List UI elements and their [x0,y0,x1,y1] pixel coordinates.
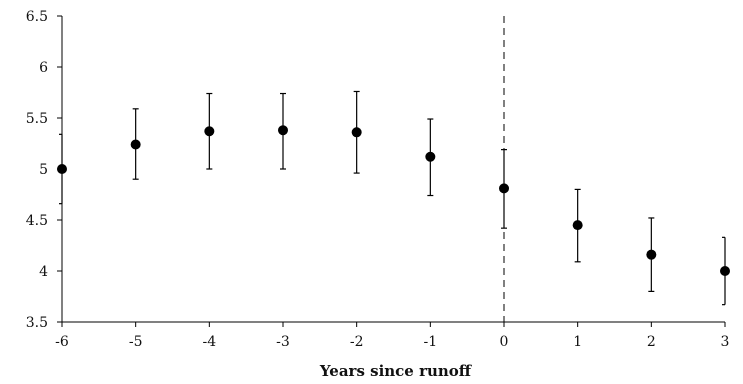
x-axis-title: Years since runoff [319,362,473,380]
x-tick-label: 2 [647,334,656,350]
x-tick-label: 1 [573,334,582,350]
x-tick-label: -5 [129,334,143,350]
y-tick-label: 5.5 [26,111,48,127]
y-tick-label: 3.5 [26,315,48,331]
y-tick-label: 5 [39,162,48,178]
data-point [646,249,657,260]
data-point [425,151,436,162]
x-tick-label: 3 [721,334,730,350]
data-point [204,126,215,137]
y-tick-label: 4.5 [26,213,48,229]
data-point [278,125,288,136]
data-point [351,127,362,138]
data-point [572,220,583,231]
data-point [720,266,730,276]
y-axis-ticks: 3.5 4 4.5 5 5.5 6 6.5 [26,9,62,331]
x-axis-ticks: -6 -5 -4 -3 -2 -1 0 1 2 3 [55,322,729,350]
x-tick-label: -2 [350,334,364,350]
error-bars [59,90,726,306]
x-tick-label: -6 [55,334,69,350]
data-point [499,183,509,194]
y-tick-label: 4 [39,264,48,280]
x-tick-label: -1 [424,334,438,350]
data-points [57,125,730,276]
x-tick-label: -3 [276,334,290,350]
y-tick-label: 6 [39,60,48,76]
data-point [130,139,141,150]
data-point [57,164,67,174]
x-tick-label: -4 [203,334,217,350]
x-tick-label: 0 [500,334,509,350]
y-tick-label: 6.5 [26,9,48,25]
